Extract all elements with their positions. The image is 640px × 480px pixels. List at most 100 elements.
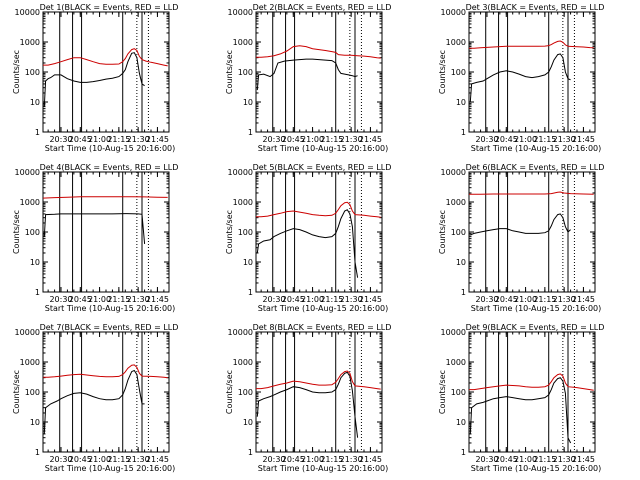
- x-tick-label: 20:45: [282, 455, 305, 464]
- events-series-line: [469, 377, 572, 444]
- y-tick-label: 10: [243, 418, 253, 427]
- y-axis-label: Counts/sec: [438, 210, 447, 254]
- x-axis-label: Start Time (10-Aug-15 20:16:00): [471, 144, 602, 153]
- x-tick-label: 20:45: [282, 295, 305, 304]
- y-tick-label: 10: [30, 418, 40, 427]
- plot-frame: [255, 331, 383, 453]
- lld-series-line: [256, 370, 381, 390]
- x-tick-label: 21:15: [320, 135, 343, 144]
- y-tick-label: 1: [35, 128, 40, 137]
- x-tick-label: 21:00: [88, 295, 111, 304]
- plot-frame: [42, 331, 170, 453]
- events-series-line: [43, 52, 145, 107]
- y-tick-label: 10000: [441, 8, 466, 17]
- x-tick-label: 20:30: [262, 455, 285, 464]
- y-axis-label: Counts/sec: [12, 210, 21, 254]
- panel-det-3: 1 10 100 1000 10000 20:3020:4521:0021:1521:30…: [438, 3, 604, 153]
- x-axis-label: Start Time (10-Aug-15 20:16:00): [471, 304, 602, 313]
- y-tick-label: 10000: [15, 8, 40, 17]
- y-tick-label: 10: [456, 258, 466, 267]
- x-axis-label: Start Time (10-Aug-15 20:16:00): [258, 304, 389, 313]
- events-series-line: [43, 369, 145, 434]
- x-tick-label: 21:45: [146, 295, 169, 304]
- lld-series-line: [43, 364, 168, 379]
- y-tick-label: 100: [25, 68, 40, 77]
- lld-series-line: [469, 40, 594, 49]
- x-tick-label: 21:45: [359, 455, 382, 464]
- x-tick-label: 21:45: [146, 135, 169, 144]
- x-tick-label: 21:15: [533, 455, 556, 464]
- y-tick-label: 1: [248, 288, 253, 297]
- x-tick-label: 20:45: [495, 295, 518, 304]
- x-tick-label: 21:15: [107, 455, 130, 464]
- x-tick-label: 20:30: [49, 455, 72, 464]
- x-axis-label: Start Time (10-Aug-15 20:16:00): [45, 464, 176, 473]
- x-tick-label: 21:45: [572, 455, 595, 464]
- y-axis-label: Counts/sec: [225, 50, 234, 94]
- x-tick-label: 20:45: [495, 455, 518, 464]
- x-tick-label: 21:15: [533, 135, 556, 144]
- events-series-line: [256, 371, 359, 438]
- x-tick-label: 20:45: [69, 295, 92, 304]
- x-axis-label: Start Time (10-Aug-15 20:16:00): [258, 144, 389, 153]
- x-tick-label: 21:45: [572, 135, 595, 144]
- x-tick-label: 21:30: [127, 455, 150, 464]
- x-tick-label: 20:45: [69, 135, 92, 144]
- y-tick-label: 1: [461, 288, 466, 297]
- x-tick-label: 20:30: [49, 135, 72, 144]
- y-tick-label: 10000: [15, 328, 40, 337]
- y-tick-label: 100: [451, 388, 466, 397]
- x-tick-label: 20:45: [495, 135, 518, 144]
- lld-series-line: [43, 48, 168, 67]
- y-tick-label: 1: [248, 128, 253, 137]
- plot-frame: [42, 171, 170, 293]
- y-axis-label: Counts/sec: [225, 210, 234, 254]
- y-axis-label: Counts/sec: [225, 370, 234, 414]
- x-tick-label: 21:15: [107, 295, 130, 304]
- x-tick-label: 21:30: [553, 135, 576, 144]
- panel-title: Det 6(BLACK = Events, RED = LLD: [466, 163, 605, 172]
- y-tick-label: 1: [461, 128, 466, 137]
- y-tick-label: 10: [456, 418, 466, 427]
- y-tick-label: 100: [451, 228, 466, 237]
- panel-title: Det 8(BLACK = Events, RED = LLD: [253, 323, 392, 332]
- y-tick-label: 100: [25, 388, 40, 397]
- y-tick-label: 1: [35, 448, 40, 457]
- lld-series-line: [469, 373, 594, 391]
- x-tick-label: 20:30: [262, 295, 285, 304]
- x-tick-label: 20:30: [49, 295, 72, 304]
- x-tick-label: 21:30: [340, 455, 363, 464]
- x-tick-label: 21:00: [301, 295, 324, 304]
- x-tick-label: 21:30: [553, 295, 576, 304]
- panel-title: Det 9(BLACK = Events, RED = LLD: [466, 323, 605, 332]
- events-series-line: [256, 209, 359, 278]
- panel-det-2: 1 10 100 1000 10000 20:3020:4521:0021:1521:30…: [225, 3, 391, 153]
- panel-det-4: 1 10 100 1000 10000 20:3020:4521:0021:1521:30…: [12, 163, 178, 313]
- x-tick-label: 20:30: [475, 135, 498, 144]
- x-tick-label: 20:30: [262, 135, 285, 144]
- y-tick-label: 1000: [233, 358, 253, 367]
- plot-frame: [468, 171, 596, 293]
- y-tick-label: 10000: [228, 168, 253, 177]
- y-tick-label: 10000: [441, 168, 466, 177]
- x-tick-label: 20:30: [475, 455, 498, 464]
- panel-title: Det 3(BLACK = Events, RED = LLD: [466, 3, 605, 12]
- x-tick-label: 21:15: [107, 135, 130, 144]
- y-tick-label: 10: [30, 258, 40, 267]
- x-tick-label: 21:15: [320, 455, 343, 464]
- plot-frame: [468, 331, 596, 453]
- y-tick-label: 100: [238, 228, 253, 237]
- x-tick-label: 20:45: [69, 455, 92, 464]
- y-tick-label: 1: [461, 448, 466, 457]
- x-tick-label: 21:00: [514, 295, 537, 304]
- y-tick-label: 1000: [233, 198, 253, 207]
- y-tick-label: 1000: [233, 38, 253, 47]
- panel-title: Det 2(BLACK = Events, RED = LLD: [253, 3, 392, 12]
- panel-title: Det 5(BLACK = Events, RED = LLD: [253, 163, 392, 172]
- x-tick-label: 21:00: [88, 135, 111, 144]
- x-tick-label: 21:45: [359, 295, 382, 304]
- y-tick-label: 10000: [441, 328, 466, 337]
- lld-series-line: [256, 45, 381, 59]
- panel-det-7: 1 10 100 1000 10000 20:3020:4521:0021:1521:30…: [12, 323, 178, 473]
- x-tick-label: 21:00: [88, 455, 111, 464]
